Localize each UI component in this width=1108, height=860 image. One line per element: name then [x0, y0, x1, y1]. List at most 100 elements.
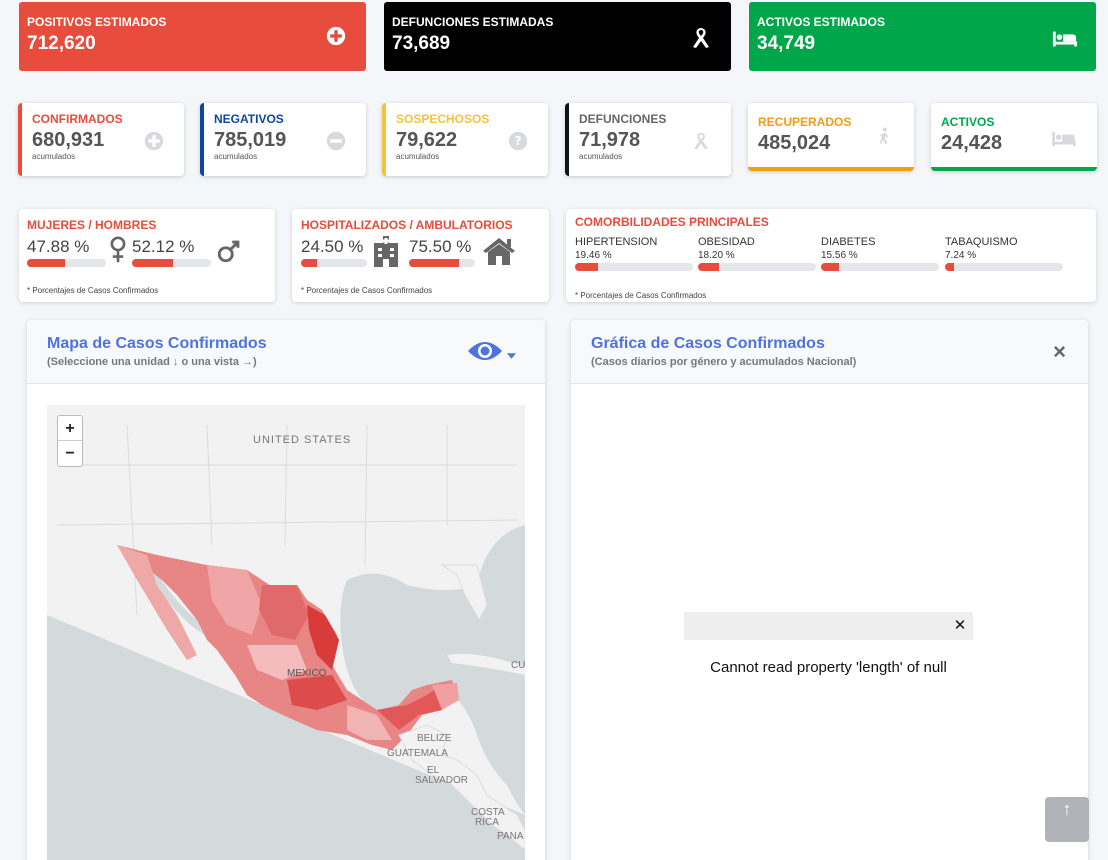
ambulatory-percent: 75.50 %	[409, 237, 472, 256]
comorbidity-bar-fill	[821, 263, 840, 271]
estimated-deaths-card: DEFUNCIONES ESTIMADAS 73,689	[384, 2, 731, 71]
chart-subtitle: (Casos diarios por género y acumulados N…	[591, 356, 857, 368]
caret-down-icon	[507, 353, 516, 359]
map-label-el: EL	[427, 765, 440, 776]
ambulatory-bar	[409, 259, 475, 267]
men-bar	[132, 259, 211, 267]
map-label-cuba: CU	[511, 660, 525, 671]
map-subtitle: (Seleccione una unidad ↓ o una vista →)	[47, 356, 257, 368]
comorbidity-name: DIABETES	[821, 236, 876, 248]
kpi-recovered: RECUPERADOS 485,024	[748, 103, 914, 171]
map-label-salvador: SALVADOR	[415, 775, 468, 786]
estimated-deaths-title: DEFUNCIONES ESTIMADAS	[392, 15, 554, 29]
men-bar-fill	[132, 259, 174, 267]
plus-circle-icon	[326, 26, 346, 46]
zoom-in-button[interactable]: +	[58, 416, 82, 441]
kpi-negative: NEGATIVOS 785,019 acumulados	[200, 103, 366, 176]
error-close-button[interactable]: ✕	[953, 617, 967, 634]
view-selector-button[interactable]	[467, 339, 517, 367]
comorbidity-obesity: OBESIDAD 18.20 %	[698, 236, 816, 271]
map-panel-header: Mapa de Casos Confirmados (Seleccione un…	[27, 320, 545, 384]
map-label-costa: COSTA	[471, 807, 505, 818]
comorbidity-name: OBESIDAD	[698, 236, 755, 248]
map-zoom-control: + −	[57, 415, 83, 467]
comorbidity-bar	[575, 263, 693, 271]
comorbidity-hypertension: HIPERTENSION 19.46 %	[575, 236, 693, 271]
women-bar-fill	[27, 259, 65, 267]
women-percent: 47.88 %	[27, 237, 90, 256]
kpi-deaths-sub: acumulados	[579, 152, 623, 161]
kpi-negative-title: NEGATIVOS	[214, 112, 284, 126]
kpi-confirmed-sub: acumulados	[32, 152, 76, 161]
comorbidity-name: HIPERTENSION	[575, 236, 658, 248]
estimated-positive-value: 712,620	[27, 33, 96, 54]
women-bar	[27, 259, 106, 267]
error-message: Cannot read property 'length' of null	[710, 659, 947, 676]
comorbidity-bar-fill	[945, 263, 954, 271]
ribbon-icon	[693, 28, 709, 48]
men-percent: 52.12 %	[132, 237, 195, 256]
kpi-suspected: SOSPECHOSOS 79,622 acumulados ?	[382, 103, 548, 176]
comorbidity-smoking: TABAQUISMO 7.24 %	[945, 236, 1063, 271]
estimated-positive-card: POSITIVOS ESTIMADOS 712,620	[19, 2, 366, 71]
map-label-belize: BELIZE	[417, 733, 452, 744]
kpi-recovered-title: RECUPERADOS	[758, 115, 852, 129]
hospitalized-bar-fill	[301, 259, 318, 267]
map-panel: Mapa de Casos Confirmados (Seleccione un…	[27, 320, 545, 860]
map-label-rica: RICA	[475, 817, 499, 828]
bed-icon	[1052, 131, 1076, 147]
hospital-card: HOSPITALIZADOS / AMBULATORIOS 24.50 % 75…	[292, 209, 549, 302]
eye-icon	[468, 342, 502, 360]
estimated-positive-title: POSITIVOS ESTIMADOS	[27, 15, 167, 29]
kpi-suspected-value: 79,622	[396, 129, 458, 151]
chart-close-button[interactable]: ×	[1053, 339, 1066, 364]
comorbidity-percent: 18.20 %	[698, 250, 735, 261]
home-icon	[483, 238, 515, 265]
kpi-confirmed: CONFIRMADOS 680,931 acumulados	[18, 103, 184, 176]
hospitalized-percent: 24.50 %	[301, 237, 364, 256]
map-base	[47, 424, 525, 860]
hospital-note: * Porcentajes de Casos Confirmados	[301, 286, 433, 295]
scroll-top-button[interactable]: ↑	[1045, 797, 1089, 842]
kpi-suspected-sub: acumulados	[396, 152, 440, 161]
hospital-icon	[374, 236, 398, 267]
hospital-title: HOSPITALIZADOS / AMBULATORIOS	[301, 218, 513, 232]
estimated-active-value: 34,749	[757, 33, 816, 54]
ambulatory-bar-fill	[409, 259, 459, 267]
comorbidity-bar	[698, 263, 816, 271]
arrow-up-icon: ↑	[1062, 799, 1072, 819]
gender-title: MUJERES / HOMBRES	[27, 218, 157, 232]
minus-circle-icon	[326, 131, 346, 151]
gender-card: MUJERES / HOMBRES 47.88 % 52.12 % * Porc…	[19, 209, 275, 302]
kpi-deaths-title: DEFUNCIONES	[579, 112, 667, 126]
ribbon-icon	[694, 132, 708, 150]
chart-panel-header: Gráfica de Casos Confirmados (Casos diar…	[571, 320, 1088, 384]
chart-panel: Gráfica de Casos Confirmados (Casos diar…	[571, 320, 1088, 860]
comorbidities-note: * Porcentajes de Casos Confirmados	[575, 291, 707, 300]
kpi-confirmed-title: CONFIRMADOS	[32, 112, 123, 126]
comorbidity-percent: 19.46 %	[575, 250, 612, 261]
kpi-deaths: DEFUNCIONES 71,978 acumulados	[565, 103, 731, 176]
comorbidities-card: COMORBILIDADES PRINCIPALES HIPERTENSION …	[566, 209, 1096, 302]
zoom-out-button[interactable]: −	[65, 445, 75, 462]
bed-icon	[1052, 31, 1078, 47]
kpi-recovered-value: 485,024	[758, 132, 831, 154]
comorbidity-name: TABAQUISMO	[945, 236, 1018, 248]
svg-text:?: ?	[514, 133, 521, 148]
error-dialog-titlebar: ✕	[684, 612, 973, 640]
comorbidity-percent: 15.56 %	[821, 250, 858, 261]
chart-title: Gráfica de Casos Confirmados	[591, 335, 825, 352]
kpi-active-title: ACTIVOS	[941, 115, 995, 129]
comorbidity-diabetes: DIABETES 15.56 %	[821, 236, 939, 271]
map-title: Mapa de Casos Confirmados	[47, 335, 267, 352]
kpi-active-value: 24,428	[941, 132, 1003, 154]
map-label-mexico: MEXICO	[287, 668, 327, 679]
map-label-panama: PANA	[497, 831, 524, 842]
comorbidity-bar-fill	[698, 263, 720, 271]
kpi-negative-sub: acumulados	[214, 152, 258, 161]
comorbidity-bar	[821, 263, 939, 271]
map-canvas[interactable]: UNITED STATES MEXICO BELIZE GUATEMALA EL…	[47, 405, 525, 860]
female-icon	[110, 236, 126, 263]
hospitalized-bar	[301, 259, 367, 267]
estimated-deaths-value: 73,689	[392, 33, 451, 54]
